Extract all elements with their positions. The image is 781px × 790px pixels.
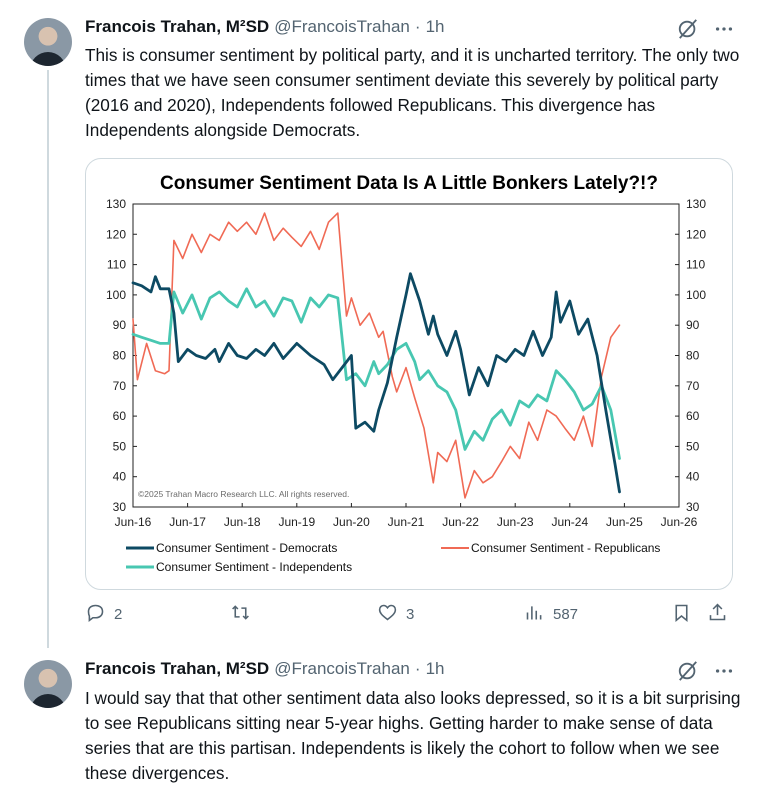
chart-copyright: ©2025 Trahan Macro Research LLC. All rig… (138, 489, 349, 499)
like-button[interactable]: 3 (377, 602, 414, 627)
y-tick-label: 70 (113, 379, 127, 393)
tweet-header: Francois Trahan, M²SD @FrancoisTrahan · … (85, 17, 444, 37)
chart-gridlines (132, 203, 680, 508)
chart-title: Consumer Sentiment Data Is A Little Bonk… (160, 173, 658, 194)
y-tick-label-right: 50 (686, 439, 700, 453)
y-tick-label: 130 (106, 197, 126, 211)
avatar[interactable] (24, 660, 72, 708)
repost-icon (230, 602, 251, 627)
tweet-header: Francois Trahan, M²SD @FrancoisTrahan · … (85, 659, 444, 679)
like-icon (377, 602, 398, 627)
x-tick-label: Jun-23 (497, 515, 534, 529)
y-tick-label-right: 110 (686, 258, 705, 272)
y-tick-label: 100 (106, 288, 126, 302)
y-tick-label: 90 (113, 318, 127, 332)
more-icon[interactable] (712, 17, 736, 41)
legend-label-republicans: Consumer Sentiment - Republicans (471, 541, 660, 555)
timestamp[interactable]: 1h (425, 659, 445, 678)
y-tick-label: 80 (113, 349, 127, 363)
views-count: 587 (553, 606, 579, 623)
x-axis: Jun-16 Jun-17 Jun-18 Jun-19 Jun-20 Jun-21 Jun-… (115, 515, 698, 529)
y-tick-label-right: 60 (686, 409, 700, 423)
chart-image[interactable]: Consumer Sentiment Data Is A Little Bonk… (85, 158, 733, 590)
consumer-sentiment-chart: Consumer Sentiment Data Is A Little Bonk… (106, 173, 706, 574)
legend-label-democrats: Consumer Sentiment - Democrats (156, 541, 337, 555)
thread-connector-line (47, 70, 49, 648)
y-tick-label-right: 70 (686, 379, 700, 393)
series-line-independents (131, 287, 621, 460)
y-tick-label-right: 40 (686, 470, 700, 484)
author-name[interactable]: Francois Trahan, M²SD (85, 659, 270, 678)
author-name[interactable]: Francois Trahan, M²SD (85, 17, 270, 36)
views-button[interactable]: 587 (524, 602, 578, 627)
reply-button[interactable]: 2 (85, 602, 122, 627)
bookmark-button[interactable] (671, 602, 692, 627)
timestamp-separator: · (414, 659, 421, 678)
y-tick-label: 30 (113, 500, 127, 514)
x-tick-label: Jun-18 (224, 515, 261, 529)
y-tick-label: 120 (106, 227, 126, 241)
x-tick-label: Jun-21 (388, 515, 425, 529)
y-tick-label-right: 80 (686, 349, 700, 363)
y-tick-label-right: 130 (686, 197, 706, 211)
x-tick-label: Jun-17 (169, 515, 206, 529)
y-axis-right: 130 120 110 100 90 80 70 60 50 40 30 (686, 197, 706, 514)
views-icon (524, 602, 545, 627)
chart-series (131, 212, 621, 499)
y-tick-label-right: 120 (686, 227, 706, 241)
reply-icon (85, 602, 106, 627)
tweet-text: I would say that that other sentiment da… (85, 688, 741, 783)
bookmark-icon (671, 602, 692, 627)
legend-label-independents: Consumer Sentiment - Independents (156, 560, 352, 574)
more-icon[interactable] (712, 659, 736, 683)
repost-button[interactable] (230, 602, 259, 627)
share-button[interactable] (707, 602, 728, 627)
x-tick-label: Jun-22 (442, 515, 479, 529)
author-handle[interactable]: @FrancoisTrahan (274, 17, 410, 36)
y-axis-left: 130 120 110 100 90 80 70 60 50 40 30 (106, 197, 126, 514)
author-handle[interactable]: @FrancoisTrahan (274, 659, 410, 678)
y-tick-label: 60 (113, 409, 127, 423)
y-tick-label-right: 90 (686, 318, 700, 332)
tweet-actions: 2 3 587 (85, 602, 735, 632)
timestamp-separator: · (414, 17, 421, 36)
x-tick-label: Jun-24 (551, 515, 588, 529)
x-tick-label: Jun-20 (333, 515, 370, 529)
y-tick-label-right: 30 (686, 500, 700, 514)
y-tick-label-right: 100 (686, 288, 706, 302)
x-tick-label: Jun-19 (278, 515, 315, 529)
y-tick-label: 40 (113, 470, 127, 484)
series-line-republicans (132, 212, 621, 499)
avatar[interactable] (24, 18, 72, 66)
grok-icon[interactable] (676, 17, 700, 41)
reply-count: 2 (114, 606, 123, 623)
tweet-text: This is consumer sentiment by political … (85, 45, 740, 140)
tweet-header-actions (676, 659, 736, 683)
y-tick-label: 50 (113, 439, 127, 453)
x-tick-label: Jun-26 (661, 515, 698, 529)
x-tick-label: Jun-16 (115, 515, 152, 529)
share-icon (707, 602, 728, 627)
timestamp[interactable]: 1h (425, 17, 445, 36)
chart-legend: Consumer Sentiment - Democrats Consumer S… (126, 541, 660, 574)
tweet-header-actions (676, 17, 736, 41)
x-tick-label: Jun-25 (606, 515, 643, 529)
grok-icon[interactable] (676, 659, 700, 683)
y-tick-label: 110 (107, 258, 126, 272)
series-line-democrats (131, 272, 621, 494)
like-count: 3 (406, 606, 415, 623)
